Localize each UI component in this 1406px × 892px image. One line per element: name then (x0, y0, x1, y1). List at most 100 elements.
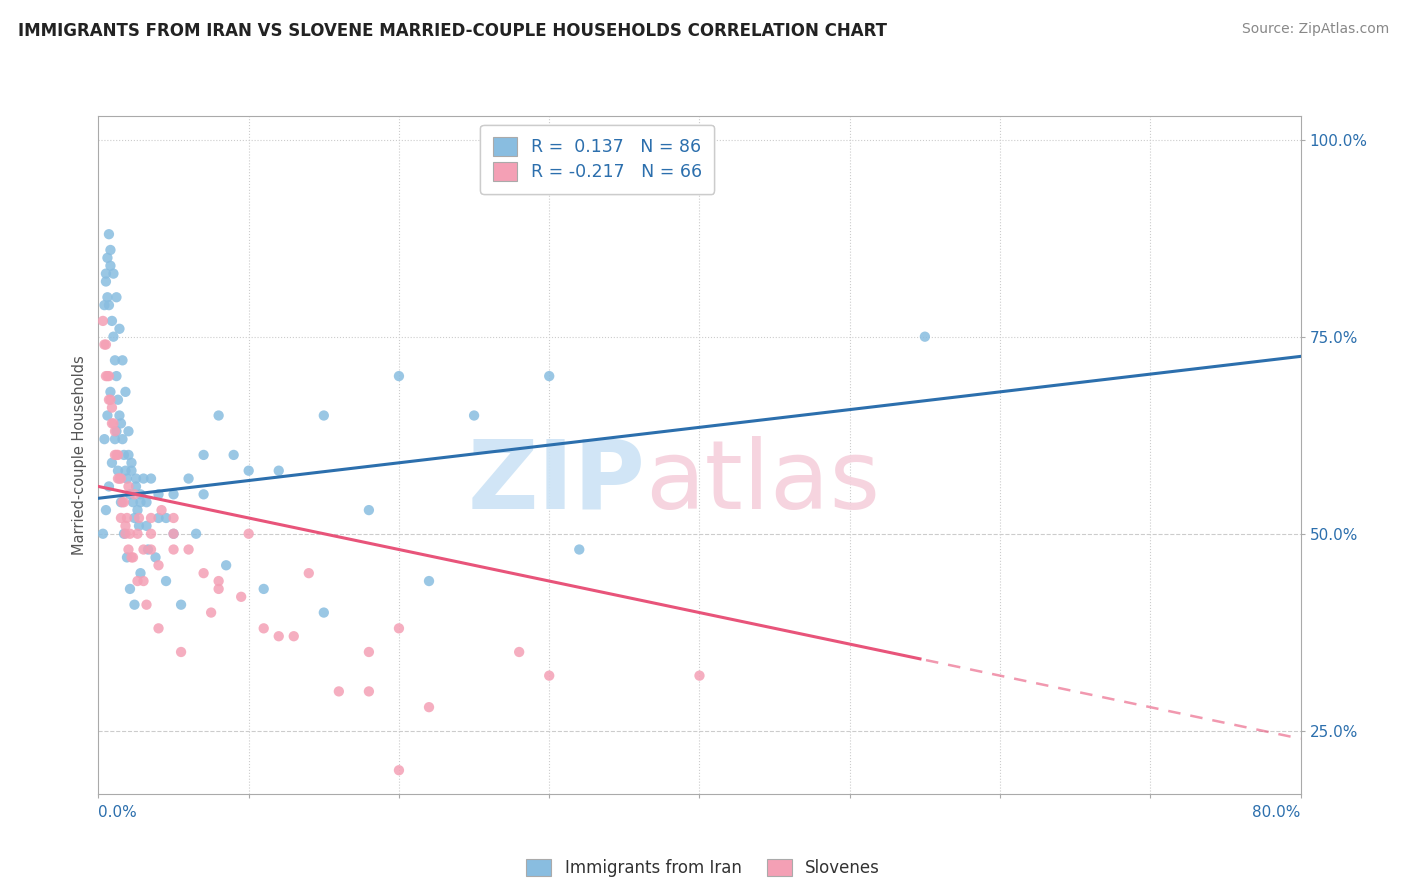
Point (118, 526, 141, 541)
Point (132, 542, 155, 557)
Point (104, 448, 127, 462)
Text: Source: ZipAtlas.com: Source: ZipAtlas.com (1241, 22, 1389, 37)
Point (110, 495, 132, 509)
Text: ZIP: ZIP (468, 435, 645, 529)
Point (115, 472, 138, 486)
Point (388, 763, 411, 777)
Text: 80.0%: 80.0% (1253, 805, 1301, 821)
Point (132, 472, 155, 486)
Point (170, 645, 193, 659)
Point (103, 329, 125, 343)
Point (107, 448, 129, 462)
Point (121, 464, 143, 478)
Point (193, 487, 215, 501)
Point (100, 243, 122, 257)
Point (93, 432, 115, 446)
Point (97, 369, 120, 384)
Point (124, 487, 146, 501)
Point (238, 464, 260, 478)
Point (107, 472, 129, 486)
Point (127, 574, 149, 588)
Point (222, 448, 245, 462)
Point (94, 337, 117, 351)
Point (110, 417, 132, 431)
Point (253, 621, 276, 635)
Point (96, 290, 118, 304)
Point (105, 369, 128, 384)
Point (135, 598, 157, 612)
Point (94, 275, 117, 289)
Point (118, 582, 141, 596)
Point (96, 409, 118, 423)
Point (114, 519, 136, 533)
Point (129, 487, 152, 501)
Point (121, 456, 143, 470)
Point (104, 424, 127, 438)
Point (125, 472, 148, 486)
Point (105, 424, 128, 438)
Point (94, 267, 117, 281)
Point (115, 511, 138, 525)
Point (162, 526, 184, 541)
Point (93, 337, 115, 351)
Point (139, 542, 162, 557)
Point (107, 392, 129, 407)
Point (184, 526, 207, 541)
Point (97, 298, 120, 312)
Point (104, 353, 127, 368)
Point (267, 464, 290, 478)
Point (111, 432, 134, 446)
Point (111, 353, 134, 368)
Text: IMMIGRANTS FROM IRAN VS SLOVENE MARRIED-COUPLE HOUSEHOLDS CORRELATION CHART: IMMIGRANTS FROM IRAN VS SLOVENE MARRIED-… (18, 22, 887, 40)
Point (148, 558, 170, 573)
Point (328, 684, 350, 698)
Point (170, 598, 193, 612)
Point (91, 314, 114, 328)
Point (100, 259, 122, 273)
Point (112, 495, 135, 509)
Point (100, 384, 122, 399)
Point (129, 566, 152, 581)
Point (298, 566, 321, 581)
Point (463, 409, 485, 423)
Point (155, 511, 177, 525)
Point (114, 526, 136, 541)
Point (97, 392, 120, 407)
Point (107, 464, 129, 478)
Point (139, 472, 162, 486)
Point (124, 598, 146, 612)
Point (418, 700, 440, 714)
Point (215, 558, 238, 573)
Point (148, 511, 170, 525)
Point (111, 495, 134, 509)
Point (193, 566, 215, 581)
Point (127, 526, 149, 541)
Point (108, 472, 131, 486)
Point (132, 574, 155, 588)
Point (508, 645, 530, 659)
Legend: R =  0.137   N = 86, R = -0.217   N = 66: R = 0.137 N = 86, R = -0.217 N = 66 (481, 125, 714, 194)
Point (208, 582, 231, 596)
Point (105, 290, 128, 304)
Point (125, 479, 148, 493)
Legend: Immigrants from Iran, Slovenes: Immigrants from Iran, Slovenes (520, 852, 886, 884)
Point (312, 409, 335, 423)
Point (200, 606, 222, 620)
Point (135, 495, 157, 509)
Point (101, 314, 124, 328)
Point (101, 401, 124, 415)
Point (357, 645, 380, 659)
Point (94, 503, 117, 517)
Point (267, 629, 290, 643)
Point (253, 582, 276, 596)
Point (97, 227, 120, 242)
Point (112, 448, 135, 462)
Point (121, 550, 143, 565)
Point (122, 495, 145, 509)
Point (162, 542, 184, 557)
Text: 0.0%: 0.0% (98, 805, 138, 821)
Point (914, 329, 936, 343)
Point (91, 526, 114, 541)
Point (139, 511, 162, 525)
Point (357, 503, 380, 517)
